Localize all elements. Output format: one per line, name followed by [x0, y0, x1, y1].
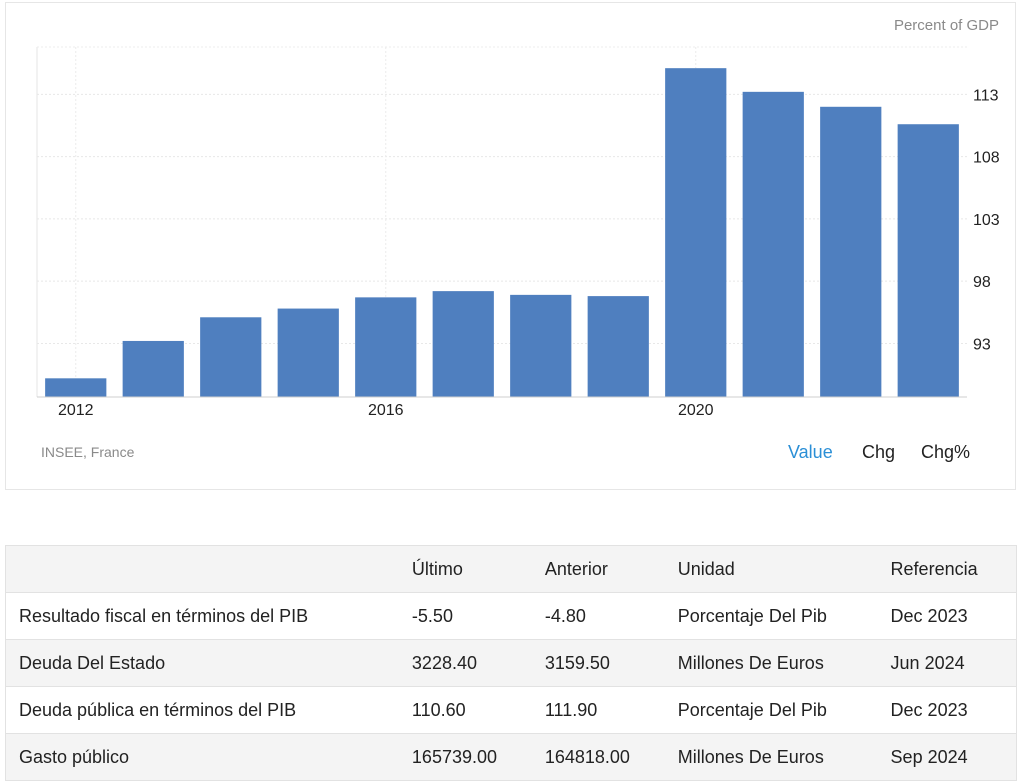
bar-chart: 93 98 103 108 113 2012 2016 2020: [36, 46, 1000, 419]
bar-2013: [122, 340, 184, 397]
unit-value: Porcentaje Del Pib: [664, 686, 878, 734]
header-unit: Unidad: [664, 545, 878, 593]
y-tick-label: 93: [973, 336, 991, 353]
bar-2018: [510, 294, 572, 397]
table-row: Gasto público 165739.00 164818.00 Millon…: [5, 733, 1017, 781]
value-toggle[interactable]: Value: [788, 442, 833, 462]
indicator-link[interactable]: Gasto público: [5, 733, 399, 781]
header-name: [5, 545, 399, 593]
bar-2023: [897, 124, 959, 398]
table-row: Deuda Del Estado 3228.40 3159.50 Millone…: [5, 639, 1017, 687]
reference-value: Jun 2024: [877, 639, 1017, 687]
y-tick-label: 113: [973, 87, 999, 104]
header-last: Último: [398, 545, 532, 593]
x-tick-label: 2016: [368, 402, 404, 419]
bar-2015: [277, 308, 339, 397]
previous-value: 3159.50: [531, 639, 665, 687]
source-label: INSEE, France: [41, 444, 135, 460]
x-tick-label: 2012: [58, 402, 94, 419]
bar-2012: [45, 378, 107, 397]
unit-value: Millones De Euros: [664, 639, 878, 687]
unit-value: Porcentaje Del Pib: [664, 592, 878, 640]
bar-2016: [355, 297, 417, 397]
indicator-link[interactable]: Deuda Del Estado: [5, 639, 399, 687]
table-header-row: Último Anterior Unidad Referencia: [5, 545, 1017, 593]
bar-2022: [820, 106, 882, 398]
chg-toggle[interactable]: Chg: [862, 442, 896, 462]
last-value: 165739.00: [398, 733, 532, 781]
last-value: 110.60: [398, 686, 532, 734]
unit-label: Percent of GDP: [893, 17, 999, 34]
bar-2019: [587, 296, 649, 397]
last-value: -5.50: [398, 592, 532, 640]
reference-value: Dec 2023: [877, 686, 1017, 734]
last-value: 3228.40: [398, 639, 532, 687]
previous-value: -4.80: [531, 592, 665, 640]
bar-2020: [665, 68, 727, 397]
y-tick-label: 98: [973, 274, 991, 291]
bar-2021: [742, 91, 804, 398]
previous-value: 111.90: [531, 686, 665, 734]
reference-value: Dec 2023: [877, 592, 1017, 640]
bar-2017: [432, 291, 494, 397]
y-tick-label: 108: [973, 150, 1000, 167]
unit-value: Millones De Euros: [664, 733, 878, 781]
chg-percent-toggle[interactable]: Chg%: [921, 442, 971, 462]
indicator-link[interactable]: Resultado fiscal en términos del PIB: [5, 592, 399, 640]
bar-2014: [200, 317, 262, 397]
table-row: Resultado fiscal en términos del PIB -5.…: [5, 592, 1017, 640]
table-row: Deuda pública en términos del PIB 110.60…: [5, 686, 1017, 734]
previous-value: 164818.00: [531, 733, 665, 781]
header-previous: Anterior: [531, 545, 665, 593]
y-tick-label: 103: [973, 212, 1000, 229]
indicator-link[interactable]: Deuda pública en términos del PIB: [5, 686, 399, 734]
reference-value: Sep 2024: [877, 733, 1017, 781]
x-tick-label: 2020: [678, 402, 714, 419]
related-indicators-table: Último Anterior Unidad Referencia Result…: [5, 545, 1017, 781]
chart-panel: 93 98 103 108 113 2012 2016 2020 Percent of GDP…: [5, 2, 1016, 490]
header-reference: Referencia: [877, 545, 1017, 593]
